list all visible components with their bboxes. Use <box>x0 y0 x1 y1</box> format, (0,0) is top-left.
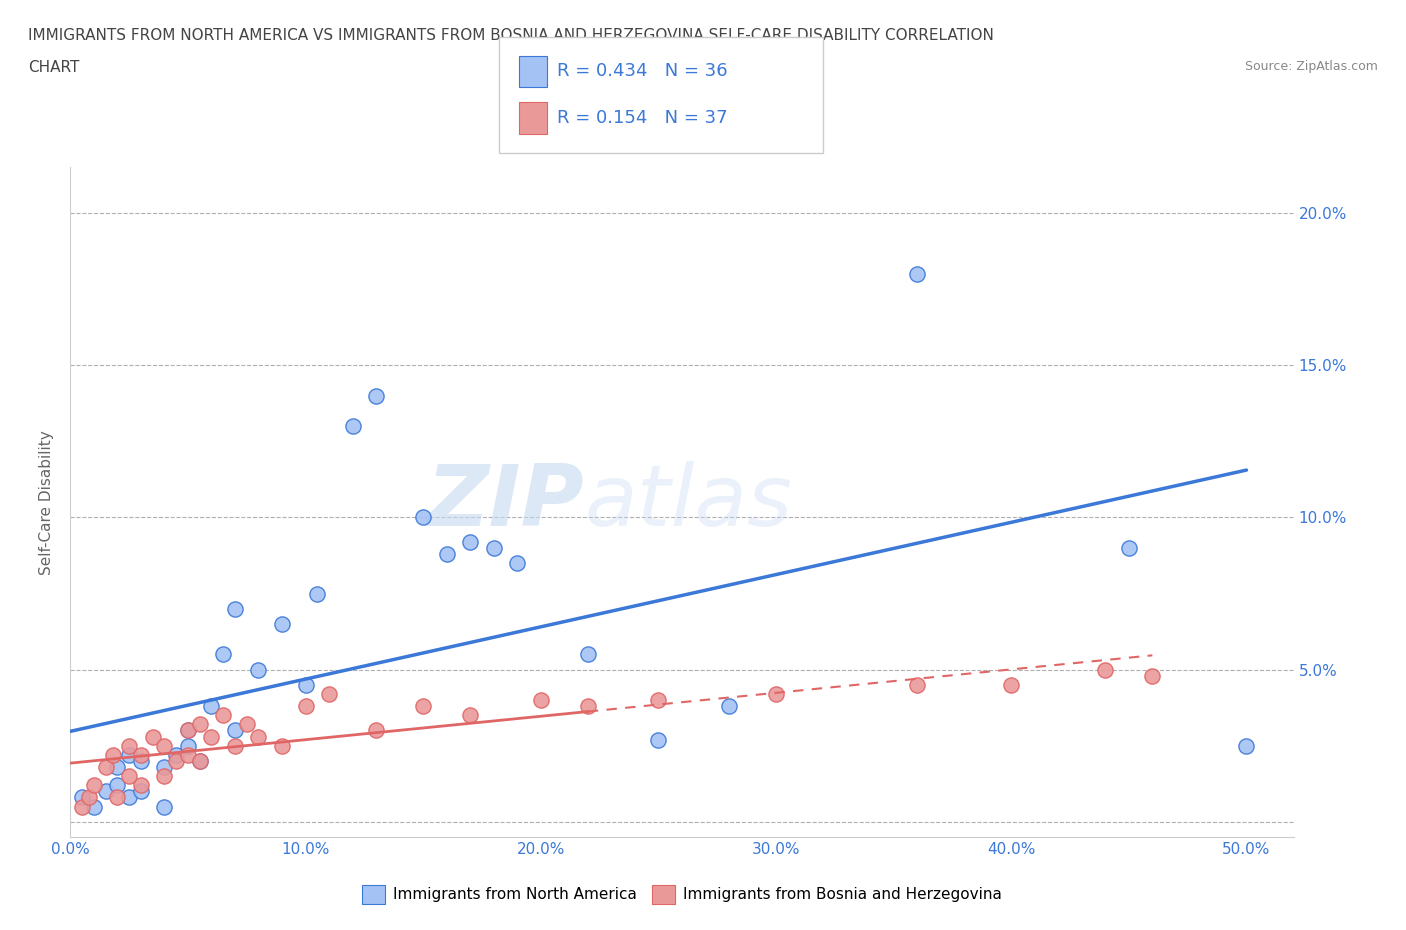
Text: Source: ZipAtlas.com: Source: ZipAtlas.com <box>1244 60 1378 73</box>
Point <box>224 602 246 617</box>
Point <box>905 677 928 692</box>
Point <box>1236 738 1258 753</box>
Point <box>576 698 599 713</box>
Point <box>165 748 187 763</box>
Point <box>482 540 505 555</box>
Point <box>342 418 364 433</box>
Point <box>118 790 141 804</box>
Point <box>129 784 152 799</box>
Point <box>142 729 165 744</box>
Point <box>177 748 200 763</box>
Point <box>247 662 270 677</box>
Point <box>200 698 222 713</box>
Point <box>153 799 176 814</box>
Point <box>105 790 128 804</box>
Point <box>436 547 458 562</box>
Point <box>905 267 928 282</box>
Point <box>530 693 553 708</box>
Point <box>294 698 316 713</box>
Point <box>94 760 117 775</box>
Point <box>83 777 105 792</box>
Legend: Immigrants from North America, Immigrants from Bosnia and Herzegovina: Immigrants from North America, Immigrant… <box>356 879 1008 910</box>
Point <box>77 790 100 804</box>
Point <box>177 723 200 737</box>
Point <box>366 723 388 737</box>
Text: R = 0.434   N = 36: R = 0.434 N = 36 <box>557 62 727 80</box>
Point <box>177 738 200 753</box>
Point <box>458 535 481 550</box>
Text: CHART: CHART <box>28 60 80 75</box>
Point <box>247 729 270 744</box>
Point <box>235 717 257 732</box>
Point <box>271 738 294 753</box>
Point <box>224 723 246 737</box>
Point <box>212 647 235 662</box>
Text: R = 0.154   N = 37: R = 0.154 N = 37 <box>557 109 727 126</box>
Point <box>188 753 211 768</box>
Point <box>576 647 599 662</box>
Text: ZIP: ZIP <box>426 460 583 544</box>
Text: atlas: atlas <box>583 460 792 544</box>
Point <box>647 732 669 747</box>
Point <box>70 790 93 804</box>
Point <box>412 510 434 525</box>
Point <box>188 717 211 732</box>
Point <box>1142 669 1164 684</box>
Point <box>129 753 152 768</box>
Y-axis label: Self-Care Disability: Self-Care Disability <box>39 430 55 575</box>
Point <box>307 586 329 601</box>
Point <box>647 693 669 708</box>
Text: IMMIGRANTS FROM NORTH AMERICA VS IMMIGRANTS FROM BOSNIA AND HERZEGOVINA SELF-CAR: IMMIGRANTS FROM NORTH AMERICA VS IMMIGRA… <box>28 28 994 43</box>
Point <box>271 617 294 631</box>
Point <box>129 748 152 763</box>
Point <box>1094 662 1116 677</box>
Point <box>118 748 141 763</box>
Point <box>129 777 152 792</box>
Point <box>101 748 124 763</box>
Point <box>294 677 316 692</box>
Point <box>153 760 176 775</box>
Point <box>83 799 105 814</box>
Point <box>1000 677 1022 692</box>
Point <box>318 686 340 701</box>
Point <box>105 777 128 792</box>
Point <box>765 686 787 701</box>
Point <box>177 723 200 737</box>
Point <box>224 738 246 753</box>
Point <box>200 729 222 744</box>
Point <box>506 555 529 570</box>
Point <box>70 799 93 814</box>
Point <box>458 708 481 723</box>
Point <box>188 753 211 768</box>
Point <box>717 698 740 713</box>
Point <box>153 738 176 753</box>
Point <box>366 388 388 403</box>
Point <box>94 784 117 799</box>
Point <box>1118 540 1140 555</box>
Point <box>118 769 141 784</box>
Point <box>118 738 141 753</box>
Point <box>165 753 187 768</box>
Point <box>153 769 176 784</box>
Point <box>212 708 235 723</box>
Point <box>105 760 128 775</box>
Point <box>412 698 434 713</box>
